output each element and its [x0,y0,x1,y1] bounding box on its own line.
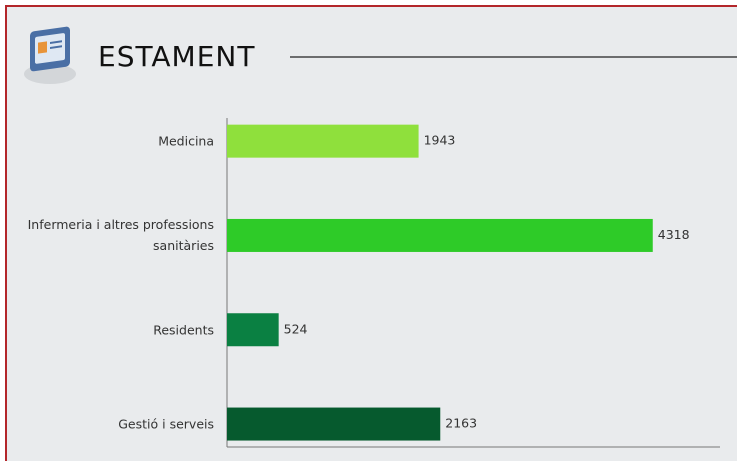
value-label: 524 [284,321,308,336]
value-label: 1943 [424,133,456,148]
bar [227,407,441,441]
category-label: Gestió i serveis [118,416,214,432]
value-label: 4318 [658,227,690,242]
bar [227,218,653,252]
category-label: Residents [153,322,214,338]
category-label: Medicina [158,133,214,149]
bar [227,313,279,347]
bar [227,124,419,158]
category-label: Infermeria i altres professions sanitàri… [27,217,214,254]
chart-title: ESTAMENT [98,40,255,73]
header-icon [24,26,76,84]
value-label: 2163 [445,416,477,431]
